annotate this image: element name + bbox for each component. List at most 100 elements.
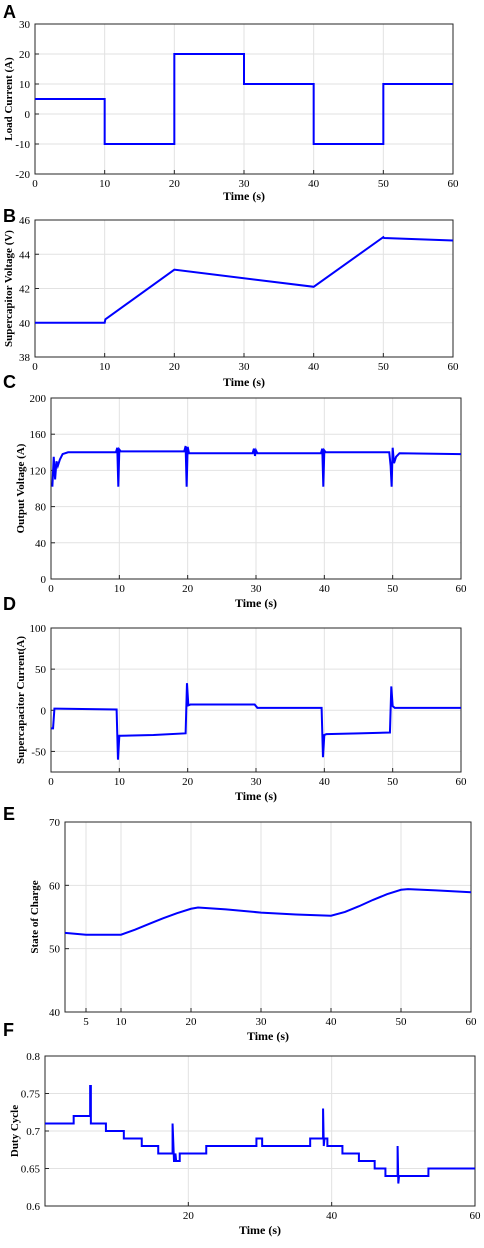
panel-b-x-tick-label: 0 (32, 361, 38, 373)
panel-c-y-tick-label: 40 (35, 538, 47, 550)
panel-c-y-tick-label: 200 (30, 393, 47, 405)
panel-b-x-tick-label: 30 (239, 361, 251, 373)
panel-a-y-axis-label: Load Current (A) (3, 57, 15, 141)
panel-c-x-tick-label: 0 (48, 583, 54, 595)
panel-d-x-tick-label: 0 (48, 776, 54, 788)
panel-e-x-tick-label: 10 (116, 1016, 128, 1028)
panel-b-x-tick-label: 60 (448, 361, 460, 373)
panel-c-y-tick-label: 120 (30, 465, 47, 477)
panel-a-y-tick-label: -20 (15, 169, 30, 181)
panel-e-y-tick-label: 40 (49, 1007, 61, 1019)
panel-f-x-tick-label: 60 (470, 1210, 482, 1222)
panel-a-y-tick-label: 30 (19, 19, 31, 31)
panel-e-axes-frame (64, 821, 472, 1013)
panel-b-y-tick-label: 46 (19, 215, 31, 227)
panel-a-y-tick-label: 0 (25, 109, 31, 121)
panel-c-x-tick-label: 10 (114, 583, 126, 595)
panel-c-x-tick-label: 40 (319, 583, 331, 595)
panel-e-plot-area (65, 822, 471, 1012)
panel-b-x-tick-label: 10 (99, 361, 111, 373)
panel-a-x-tick-label: 20 (169, 178, 181, 190)
panel-e-x-tick-label: 60 (466, 1016, 478, 1028)
panel-b-y-tick-label: 40 (19, 318, 31, 330)
panel-c-x-axis-label: Time (s) (235, 596, 277, 610)
panel-d-y-axis-label: Supercapacitor Current(A) (15, 636, 27, 764)
panel-e-x-tick-label: 5 (83, 1016, 89, 1028)
panel-b-y-axis-label: Supercapitor Voltage (V) (3, 230, 15, 347)
panel-c-chart: C 0 10 20 30 40 50 60 0 40 80 120 160 200 Time (s) Outp… (3, 372, 467, 610)
panel-c-x-tick-label: 20 (182, 583, 194, 595)
panel-e-chart: E 5 10 20 30 40 50 60 40 50 60 70 Time (s) State of C… (3, 804, 477, 1043)
panel-c-x-tick-label: 50 (387, 583, 399, 595)
panel-f-series-line (45, 1085, 475, 1184)
panel-a-x-tick-label: 60 (448, 178, 460, 190)
panel-a-x-tick-label: 30 (239, 178, 251, 190)
panel-e-x-tick-label: 30 (256, 1016, 268, 1028)
panel-b-x-tick-label: 20 (169, 361, 181, 373)
panel-d-y-tick-label: 50 (35, 664, 47, 676)
panel-c-axes-frame (50, 397, 462, 580)
panel-d-y-tick-label: 0 (41, 705, 47, 717)
panel-c-series-line (51, 445, 462, 487)
panel-e-x-tick-label: 50 (396, 1016, 408, 1028)
panel-e-y-axis-label: State of Charge (29, 880, 41, 953)
panel-c-letter: C (3, 372, 16, 392)
panel-e-y-tick-label: 50 (49, 944, 61, 956)
panel-f-y-tick-label: 0.65 (21, 1164, 41, 1176)
panel-a-y-tick-label: 10 (19, 79, 31, 91)
panel-f-y-tick-label: 0.8 (26, 1051, 40, 1063)
panel-d-series-line (51, 683, 461, 760)
panel-e-y-tick-label: 70 (49, 817, 61, 829)
panel-c-x-tick-label: 30 (251, 583, 263, 595)
panel-b-chart: B 0 10 20 30 40 50 60 38 40 42 44 46 Time (s) Supercap… (3, 206, 459, 389)
panel-a-x-tick-label: 50 (378, 178, 390, 190)
panel-f-x-tick-label: 20 (183, 1210, 195, 1222)
panel-b-x-tick-label: 50 (378, 361, 390, 373)
panel-d-letter: D (3, 594, 16, 614)
panel-d-x-tick-label: 50 (387, 776, 399, 788)
panel-c-y-axis-label: Output Voltage (A) (15, 443, 27, 533)
panel-a-x-axis-label: Time (s) (223, 189, 265, 203)
panel-f-letter: F (3, 1020, 14, 1040)
panel-d-x-tick-label: 30 (251, 776, 263, 788)
panel-d-y-tick-label: -50 (31, 746, 46, 758)
panel-d-axes-frame (50, 627, 462, 773)
panel-b-y-tick-label: 44 (19, 249, 31, 261)
panel-a-x-tick-label: 40 (308, 178, 320, 190)
panel-d-x-tick-label: 20 (182, 776, 194, 788)
panel-d-x-tick-label: 40 (319, 776, 331, 788)
panel-a-series-line (35, 53, 453, 145)
panel-f-x-tick-label: 40 (326, 1210, 338, 1222)
panel-f-y-axis-label: Duty Cycle (9, 1105, 21, 1157)
panel-f-y-tick-label: 0.6 (26, 1201, 40, 1213)
panel-c-y-tick-label: 160 (30, 429, 47, 441)
panel-a-y-tick-label: -10 (15, 139, 30, 151)
panel-f-y-tick-label: 0.75 (21, 1089, 41, 1101)
panel-c-x-tick-label: 60 (456, 583, 468, 595)
panel-d-y-tick-label: 100 (30, 623, 47, 635)
panel-b-x-tick-label: 40 (308, 361, 320, 373)
panel-f-chart: F 20 40 60 0.6 0.65 0.7 0.75 0.8 Time (s) Duty Cyc… (3, 1020, 481, 1237)
panel-f-axes-frame (44, 1055, 476, 1207)
panel-c-y-tick-label: 80 (35, 502, 47, 514)
panel-d-x-tick-label: 10 (114, 776, 126, 788)
panel-a-x-tick-label: 0 (32, 178, 38, 190)
panel-a-letter: A (3, 2, 16, 22)
panel-e-x-axis-label: Time (s) (247, 1029, 289, 1043)
panel-b-y-tick-label: 42 (19, 284, 30, 296)
panel-e-x-tick-label: 40 (326, 1016, 338, 1028)
panel-b-axes-frame (34, 219, 454, 358)
panel-a-x-tick-label: 10 (99, 178, 111, 190)
panel-d-chart: D 0 10 20 30 40 50 60 -50 0 50 100 Time (s) Supercapa… (3, 594, 467, 803)
panel-c-y-tick-label: 0 (41, 574, 47, 586)
panel-b-x-axis-label: Time (s) (223, 375, 265, 389)
panel-b-series-line (35, 235, 454, 324)
panel-b-letter: B (3, 206, 16, 226)
panel-e-x-tick-label: 20 (186, 1016, 198, 1028)
panel-e-y-tick-label: 60 (49, 880, 61, 892)
panel-e-letter: E (3, 804, 15, 824)
panel-d-x-axis-label: Time (s) (235, 789, 277, 803)
panel-d-x-tick-label: 60 (456, 776, 468, 788)
